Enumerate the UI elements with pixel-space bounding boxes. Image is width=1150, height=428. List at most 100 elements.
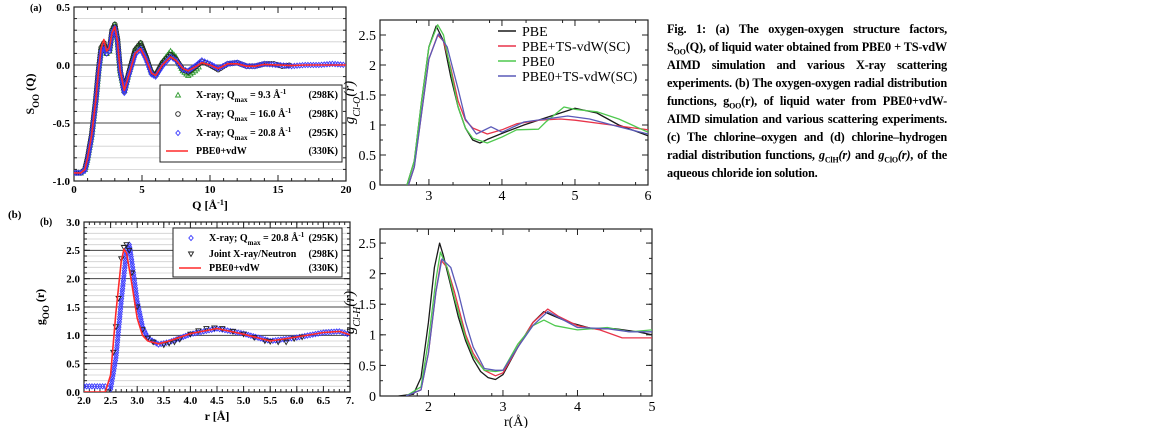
diamond-marker bbox=[134, 298, 140, 305]
plot-frame bbox=[379, 228, 653, 397]
y-tick-label: 2 bbox=[369, 268, 376, 283]
legend-label-text: X-ray; Q bbox=[196, 109, 235, 120]
x-tick-label: 6.0 bbox=[290, 395, 304, 407]
diamond-marker bbox=[130, 266, 136, 273]
diamond-marker bbox=[143, 55, 149, 63]
triangle-down-marker bbox=[125, 247, 133, 254]
y-axis-label-text: g bbox=[33, 319, 47, 325]
legend-label-text: = 9.3 Å bbox=[247, 89, 281, 101]
series-line bbox=[84, 248, 350, 392]
series-line bbox=[406, 24, 648, 185]
diamond-marker bbox=[147, 68, 154, 76]
x-tick-label: 2.5 bbox=[104, 395, 118, 407]
x-tick-label: 0 bbox=[71, 184, 77, 196]
diamond-marker bbox=[144, 58, 150, 66]
triangle-marker bbox=[184, 72, 192, 78]
y-axis-label-sub: Cl-H bbox=[352, 306, 363, 327]
caption-text: and bbox=[850, 148, 879, 162]
legend-label: PBE0 bbox=[522, 55, 555, 70]
legend-label: X-ray; Qmax = 16.0 Å-1 bbox=[196, 107, 292, 123]
diamond-marker bbox=[159, 62, 166, 70]
y-tick-label: 1.5 bbox=[359, 89, 377, 104]
y-axis-label-text: S bbox=[23, 108, 37, 115]
diamond-marker bbox=[204, 59, 211, 66]
legend-label-sup: -1 bbox=[298, 231, 304, 239]
triangle-down-marker bbox=[282, 339, 290, 346]
caption-sub: OO bbox=[729, 101, 742, 111]
legend-label-text: X-ray; Q bbox=[196, 90, 235, 101]
series-pbe0-vdw bbox=[84, 248, 350, 392]
diamond-marker bbox=[161, 61, 167, 68]
y-tick-label: 1.5 bbox=[66, 302, 80, 314]
diamond-marker bbox=[224, 60, 231, 68]
diamond-marker bbox=[232, 59, 238, 67]
caption-symbol: g bbox=[878, 148, 885, 162]
legend-item: X-ray; Qmax = 16.0 Å-1 (298K) bbox=[175, 107, 338, 123]
diamond-marker bbox=[137, 313, 144, 320]
y-tick-label: -0.5 bbox=[53, 118, 71, 130]
x-axis-label: r(Å) bbox=[504, 414, 528, 428]
caption-text: , of the aqueous chloride ion solution. bbox=[667, 148, 947, 180]
diamond-marker bbox=[193, 61, 200, 69]
y-axis-label: gOO (r) bbox=[33, 289, 51, 325]
caption-text: (r), of liquid water from PBE0+vdW-AIMD … bbox=[667, 94, 947, 162]
caption-sub: ClO bbox=[884, 155, 898, 165]
x-tick-label: 7. bbox=[346, 395, 355, 407]
legend-temperature: (330K) bbox=[309, 146, 338, 157]
x-tick-label: 3 bbox=[425, 189, 432, 204]
series-group bbox=[398, 242, 652, 396]
y-tick-label: -1.0 bbox=[53, 176, 71, 188]
y-axis-label-text: g bbox=[342, 116, 358, 124]
legend-item: PBE0+vdW (330K) bbox=[179, 263, 338, 274]
y-tick-label: 2.5 bbox=[359, 29, 377, 44]
diamond-marker bbox=[152, 73, 159, 80]
diamond-marker bbox=[132, 51, 138, 58]
legend-label-text: Joint X-ray/Neutron bbox=[209, 249, 297, 260]
series-pbe0 bbox=[405, 251, 652, 396]
x-tick-label: 5 bbox=[649, 400, 656, 415]
x-tick-label: 4 bbox=[498, 189, 505, 204]
series-line bbox=[74, 25, 346, 174]
diamond-marker bbox=[136, 308, 143, 315]
x-tick-label: 15 bbox=[273, 184, 285, 196]
diamond-marker bbox=[137, 310, 143, 318]
diamond-marker bbox=[75, 169, 82, 177]
legend-label-sup: -1 bbox=[285, 126, 291, 134]
y-axis-label-end: (r) bbox=[342, 291, 358, 307]
chart-b: 2.0 2.5 3.0 3.5 4.0 4.5 5.0 5.5 6.0 6.5 7. 0.0 0.5 1.… bbox=[33, 217, 354, 423]
legend-item: Joint X-ray/Neutron (298K) bbox=[187, 249, 338, 260]
series-pbe0-ts-vdw-sc- bbox=[407, 33, 648, 185]
caption-symbol: (r) bbox=[897, 148, 911, 162]
legend-item: PBE+TS-vdW(SC) bbox=[498, 40, 631, 55]
diamond-marker bbox=[131, 276, 138, 284]
series-line bbox=[398, 242, 652, 396]
circle-marker bbox=[199, 58, 205, 65]
x-axis-label-text: r(Å) bbox=[504, 414, 528, 428]
legend-label-text: X-ray; Q bbox=[209, 233, 248, 244]
legend-label: X-ray; Qmax = 20.8 Å-1 bbox=[209, 231, 305, 247]
y-axis-label: SOO (Q) bbox=[23, 73, 41, 114]
triangle-down-marker bbox=[104, 389, 112, 392]
caption-symbol: (r) bbox=[838, 148, 851, 162]
diamond-marker bbox=[74, 169, 77, 177]
diamond-marker bbox=[129, 258, 135, 265]
x-tick-label: 10 bbox=[205, 184, 217, 196]
y-tick-label: 0.0 bbox=[56, 60, 70, 72]
x-tick-label: 2 bbox=[425, 400, 432, 415]
diamond-marker bbox=[156, 67, 163, 74]
x-axis-label-text: r [Å] bbox=[205, 409, 230, 423]
legend-label: PBE0+vdW bbox=[209, 263, 260, 274]
triangle-down-marker bbox=[123, 242, 130, 249]
diamond-marker bbox=[227, 60, 233, 67]
legend-item: X-ray; Qmax = 9.3 Å-1 (298K) bbox=[174, 88, 338, 104]
circle-marker bbox=[175, 111, 181, 117]
triangle-down-marker bbox=[187, 251, 195, 258]
legend-label: PBE bbox=[522, 25, 548, 40]
x-tick-label: 3.0 bbox=[130, 395, 144, 407]
diamond-marker bbox=[128, 255, 135, 263]
y-axis-label-sub: OO bbox=[41, 305, 51, 319]
x-tick-label: 6.5 bbox=[317, 395, 331, 407]
diamond-marker bbox=[146, 65, 153, 73]
triangle-down-marker bbox=[266, 339, 274, 345]
diamond-marker bbox=[139, 323, 146, 331]
